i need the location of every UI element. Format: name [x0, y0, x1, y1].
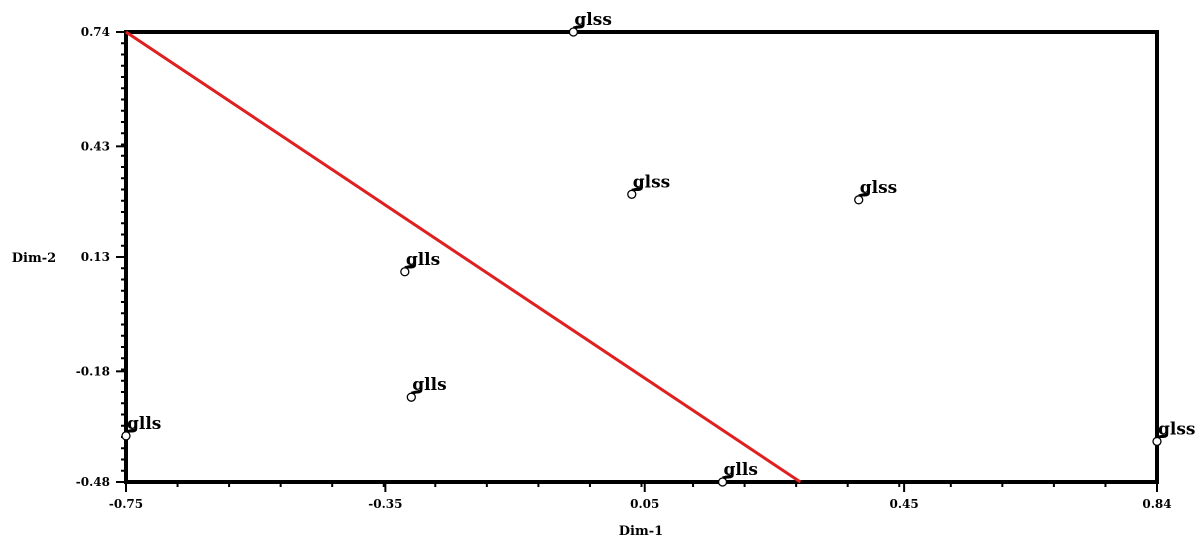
x-tick-label: 0.84: [1142, 497, 1171, 511]
point-marker: [627, 189, 637, 199]
point-label: glss: [1158, 419, 1196, 439]
data-points: glss glss glss glss glls glls glls glls: [121, 10, 1196, 487]
y-tick-label: -0.18: [76, 364, 110, 378]
point-label: glss: [633, 172, 671, 192]
data-point: glls: [400, 250, 440, 277]
point-label: glls: [412, 375, 446, 395]
y-axis-title: Dim-2: [12, 251, 56, 266]
point-marker: [406, 392, 416, 402]
separator-line: [125, 30, 802, 484]
y-tick-label: 0.74: [81, 25, 110, 39]
point-label: glls: [127, 414, 161, 434]
point-marker: [400, 267, 410, 277]
point-marker: [121, 431, 131, 441]
minor-ticks: [121, 31, 1158, 487]
x-axis-ticks: -0.75 -0.35 0.05 0.45 0.84: [109, 482, 1172, 511]
data-point: glls: [406, 375, 447, 402]
data-point: glss: [627, 172, 671, 199]
point-label: glss: [574, 10, 612, 30]
plot-frame: [124, 30, 1159, 484]
point-label: glss: [860, 178, 898, 198]
x-tick-label: 0.45: [889, 497, 918, 511]
data-point: glss: [854, 178, 898, 205]
data-point: glss: [1152, 419, 1196, 447]
x-tick-label: -0.75: [109, 497, 143, 511]
point-marker: [854, 195, 864, 205]
y-tick-label: -0.48: [76, 475, 110, 489]
point-marker: [717, 477, 728, 487]
data-point: glls: [717, 460, 758, 487]
x-tick-label: -0.35: [368, 497, 402, 511]
point-marker: [568, 27, 579, 37]
data-point: glss: [568, 10, 612, 37]
x-tick-label: 0.05: [630, 497, 659, 511]
x-axis-title: Dim-1: [619, 524, 663, 539]
y-axis-ticks: -0.48 -0.18 0.13 0.43 0.74: [76, 25, 126, 489]
y-tick-label: 0.13: [81, 250, 110, 264]
point-label: glls: [724, 460, 758, 480]
y-tick-label: 0.43: [81, 139, 110, 153]
point-marker: [1152, 436, 1162, 447]
data-point: glls: [121, 414, 161, 441]
point-label: glls: [406, 250, 440, 270]
